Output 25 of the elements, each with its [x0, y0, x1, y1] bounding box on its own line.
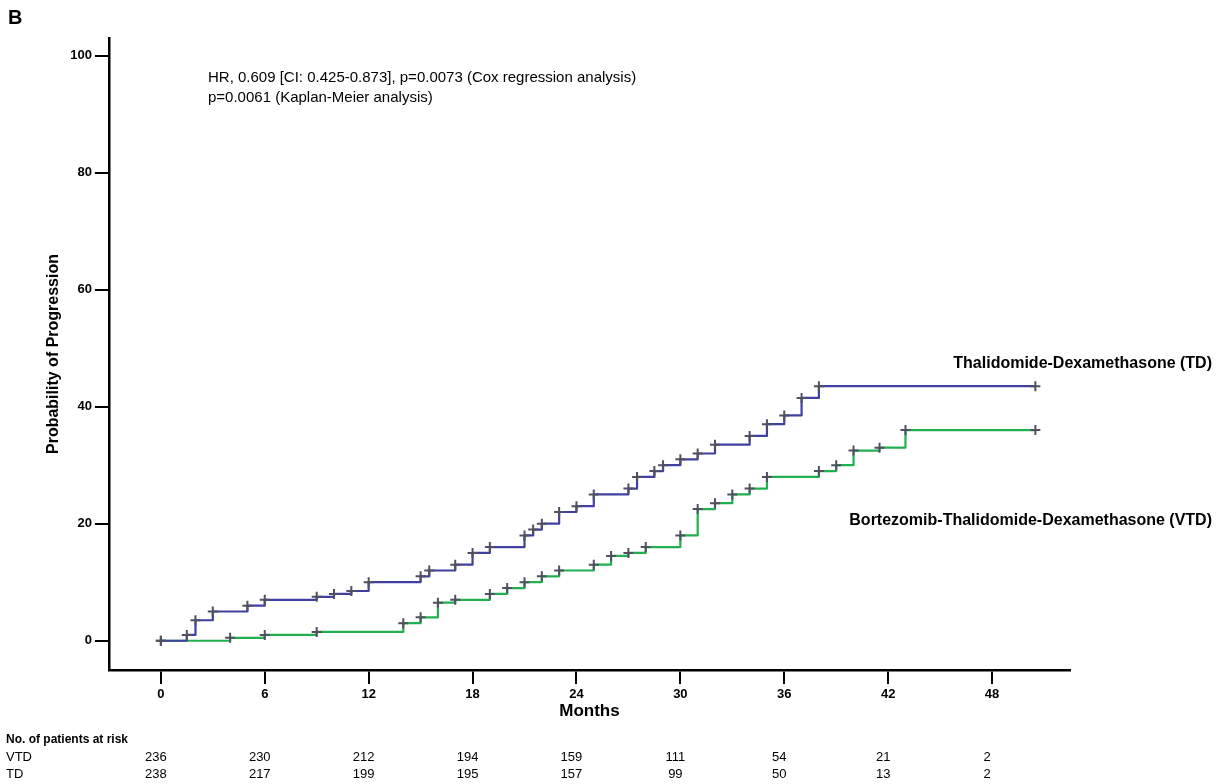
text: VTD 236 230 212 194 159 111 54 21 2 [6, 749, 991, 764]
x-tick-label: 24 [569, 686, 585, 702]
x-tick-label: 0 [157, 686, 165, 702]
annotation: p=0.0061 (Kaplan-Meier analysis) [208, 88, 433, 105]
x-tick-label: 42 [880, 686, 896, 702]
y-axis-title: Probability of Progression [44, 253, 62, 455]
x-tick-label: 30 [673, 686, 688, 702]
text: Bortezomib-Thalidomide-Dexamethasone (VTD) [849, 511, 1212, 529]
y-tick-label: 0 [84, 632, 92, 648]
y-tick-label: 60 [77, 281, 92, 297]
x-tick-label: 36 [777, 686, 792, 702]
x-tick-label: 48 [984, 686, 1000, 702]
y-tick-label: 100 [70, 47, 92, 63]
x-axis-title: Months [559, 701, 620, 721]
text: B [8, 6, 23, 28]
x-tick-label: 6 [261, 686, 269, 702]
text: TD 238 217 199 195 157 99 50 13 2 [6, 766, 991, 781]
y-tick-label: 20 [77, 515, 92, 531]
x-tick-label: 12 [361, 686, 376, 702]
y-tick-label: 40 [77, 398, 92, 414]
text: No. of patients at risk [6, 732, 129, 746]
x-tick-label: 18 [465, 686, 480, 702]
series-label: Thalidomide-Dexamethasone (TD) [953, 354, 1212, 372]
y-tick-label: 80 [77, 164, 92, 180]
annotation: HR, 0.609 [CI: 0.425-0.873], p=0.0073 (Cox regression analysis) [208, 68, 637, 85]
